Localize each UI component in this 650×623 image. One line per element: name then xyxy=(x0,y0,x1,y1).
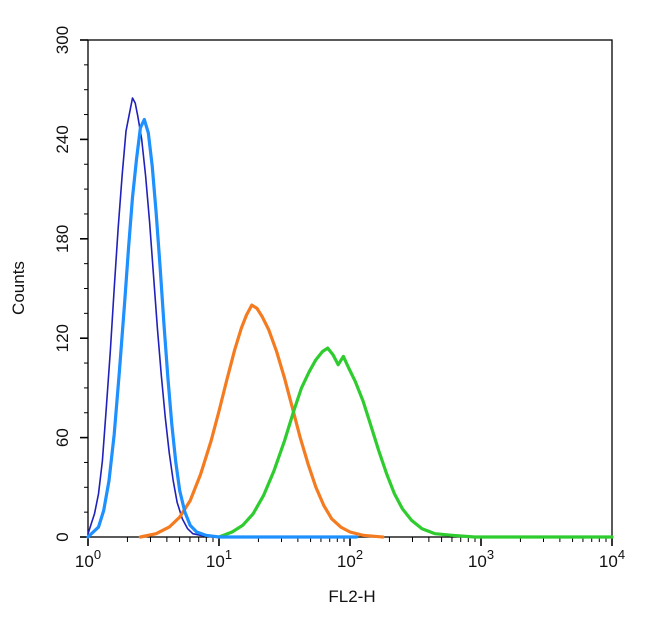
plot-frame xyxy=(87,39,613,538)
series-light-blue xyxy=(86,117,359,539)
y-tick-label: 0 xyxy=(53,532,72,541)
series-orange xyxy=(138,303,385,539)
y-tick-label: 120 xyxy=(53,324,72,352)
x-tick-label: 103 xyxy=(468,547,494,571)
x-tick-label: 100 xyxy=(75,547,101,571)
series-green xyxy=(217,346,614,539)
series-dark-blue xyxy=(87,97,227,538)
y-tick-label: 60 xyxy=(53,428,72,447)
x-tick-label: 101 xyxy=(206,547,232,571)
y-tick-label: 240 xyxy=(53,125,72,153)
y-tick-label: 180 xyxy=(53,225,72,253)
x-tick-label: 102 xyxy=(337,547,363,571)
y-axis-label: Counts xyxy=(9,261,28,315)
x-axis-label: FL2-H xyxy=(328,587,375,606)
y-tick-label: 300 xyxy=(53,26,72,54)
x-tick-label: 104 xyxy=(599,547,625,571)
